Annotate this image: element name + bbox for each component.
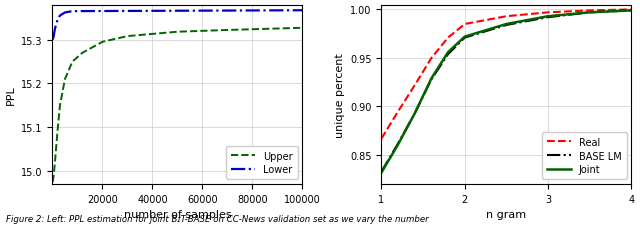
Upper	[56, 104, 64, 107]
Real	[544, 12, 552, 15]
Lower	[61, 12, 68, 15]
Joint	[394, 143, 402, 146]
Legend: Real, BASE LM, Joint: Real, BASE LM, Joint	[542, 132, 627, 180]
Upper	[124, 36, 131, 38]
BASE LM	[394, 142, 402, 145]
Upper	[49, 181, 56, 184]
BASE LM	[502, 25, 510, 27]
X-axis label: number of samples: number of samples	[124, 209, 231, 219]
Upper	[173, 31, 181, 34]
Real	[502, 16, 510, 18]
Real	[428, 57, 435, 60]
Real	[628, 9, 636, 12]
Y-axis label: PPL: PPL	[6, 85, 15, 105]
Lower	[51, 28, 59, 31]
Lower	[54, 19, 61, 22]
BASE LM	[428, 79, 435, 81]
Joint	[502, 23, 510, 26]
BASE LM	[461, 37, 468, 40]
BASE LM	[444, 54, 452, 56]
Upper	[54, 131, 61, 133]
Line: Real: Real	[381, 10, 632, 139]
BASE LM	[586, 12, 593, 15]
Joint	[444, 52, 452, 54]
Real	[411, 84, 419, 87]
Legend: Upper, Lower: Upper, Lower	[226, 146, 298, 180]
Lower	[298, 10, 306, 13]
BASE LM	[628, 10, 636, 13]
Real	[586, 10, 593, 13]
Joint	[428, 78, 435, 80]
Text: Figure 2: Left: PPL estimation for joint BɪT-BASE on CC-News validation set as w: Figure 2: Left: PPL estimation for joint…	[6, 214, 429, 223]
Joint	[461, 36, 468, 39]
Lower	[50, 36, 58, 38]
X-axis label: n gram: n gram	[486, 209, 527, 219]
Upper	[223, 29, 231, 32]
Upper	[61, 78, 68, 81]
Joint	[411, 112, 419, 115]
Upper	[99, 41, 106, 44]
Lower	[49, 39, 56, 42]
Y-axis label: unique percent: unique percent	[335, 53, 345, 137]
Lower	[56, 15, 64, 18]
Upper	[68, 61, 76, 64]
Line: Lower: Lower	[52, 11, 302, 40]
Line: Upper: Upper	[52, 29, 302, 182]
Real	[394, 110, 402, 113]
Joint	[586, 12, 593, 15]
Line: BASE LM: BASE LM	[381, 11, 632, 172]
Joint	[378, 171, 385, 174]
Real	[461, 23, 468, 26]
BASE LM	[411, 112, 419, 115]
BASE LM	[378, 170, 385, 173]
Upper	[51, 161, 59, 164]
Real	[444, 37, 452, 40]
Joint	[544, 16, 552, 18]
Upper	[298, 27, 306, 30]
Joint	[628, 10, 636, 13]
Real	[378, 137, 385, 140]
Lower	[68, 11, 76, 14]
Upper	[79, 52, 86, 55]
Line: Joint: Joint	[381, 11, 632, 173]
BASE LM	[544, 17, 552, 19]
Upper	[50, 174, 58, 177]
